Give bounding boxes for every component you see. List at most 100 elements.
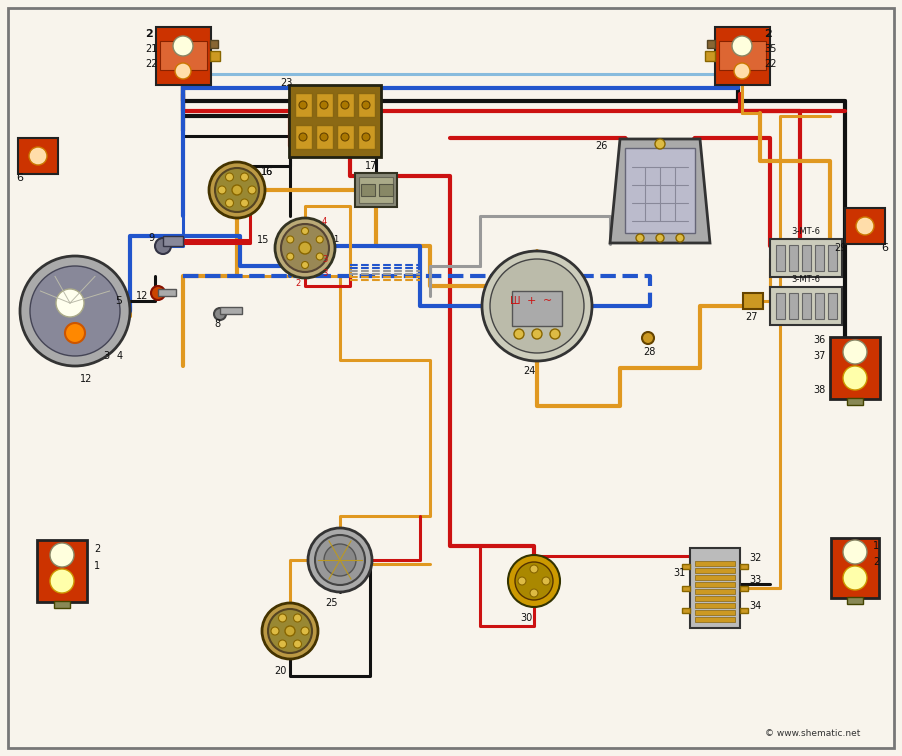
Bar (789, 245, 798, 271)
Bar (289, 85, 381, 157)
Bar (802, 245, 811, 271)
Circle shape (299, 242, 311, 254)
Text: 2: 2 (145, 29, 152, 39)
Bar (776, 293, 785, 319)
Text: 16: 16 (261, 167, 273, 177)
Circle shape (732, 36, 752, 56)
Circle shape (65, 323, 85, 343)
Text: 2: 2 (873, 557, 879, 567)
Text: 37: 37 (813, 351, 825, 361)
Text: 3-МТ-6: 3-МТ-6 (791, 228, 821, 237)
Bar (220, 307, 242, 314)
Circle shape (241, 199, 248, 207)
Circle shape (271, 627, 279, 635)
Circle shape (676, 234, 684, 242)
Bar (358, 93, 375, 117)
Text: 27: 27 (745, 312, 758, 322)
Circle shape (542, 577, 550, 585)
Circle shape (843, 340, 867, 364)
Circle shape (530, 589, 538, 597)
Circle shape (341, 101, 349, 109)
Bar (707, 40, 715, 48)
Text: 15: 15 (257, 235, 270, 245)
Circle shape (226, 199, 234, 207)
Circle shape (843, 566, 867, 590)
Bar (695, 589, 735, 594)
Bar (695, 575, 735, 580)
Text: 32: 32 (749, 553, 761, 563)
Circle shape (490, 259, 584, 353)
Circle shape (50, 569, 74, 593)
Circle shape (50, 543, 74, 567)
Circle shape (151, 286, 165, 300)
Bar (695, 561, 735, 566)
Bar (295, 93, 312, 117)
Text: 3-МТ-6: 3-МТ-6 (791, 275, 821, 284)
Circle shape (29, 147, 47, 165)
Text: 36: 36 (813, 335, 825, 345)
Circle shape (317, 236, 323, 243)
Text: 23: 23 (280, 78, 292, 88)
Circle shape (215, 168, 259, 212)
Circle shape (315, 535, 365, 585)
Circle shape (293, 640, 301, 648)
Circle shape (214, 308, 226, 320)
Text: 22: 22 (764, 59, 777, 69)
Bar (316, 93, 333, 117)
Circle shape (301, 627, 309, 635)
Circle shape (173, 36, 193, 56)
Text: 34: 34 (749, 601, 761, 611)
Text: 25: 25 (325, 598, 337, 608)
Circle shape (281, 224, 329, 272)
Circle shape (514, 329, 524, 339)
Polygon shape (610, 139, 710, 243)
Text: 3: 3 (322, 256, 327, 265)
Bar (512, 291, 562, 326)
Text: 28: 28 (643, 347, 656, 357)
Bar (316, 125, 333, 149)
Text: 38: 38 (813, 385, 825, 395)
Bar (690, 548, 740, 628)
Circle shape (515, 562, 553, 600)
Text: 22: 22 (145, 59, 158, 69)
Circle shape (362, 101, 370, 109)
Text: 35: 35 (764, 44, 777, 54)
Bar (54, 601, 70, 608)
Text: Ш: Ш (510, 296, 520, 306)
Circle shape (734, 63, 750, 79)
Bar (815, 293, 824, 319)
Circle shape (287, 253, 294, 260)
Text: 6: 6 (16, 173, 23, 183)
Bar (160, 41, 207, 70)
Circle shape (241, 173, 248, 181)
Text: 2: 2 (764, 29, 772, 39)
Circle shape (279, 640, 287, 648)
Circle shape (656, 234, 664, 242)
Text: +: + (526, 296, 536, 306)
Circle shape (482, 251, 592, 361)
Bar (355, 173, 397, 207)
Text: 1: 1 (333, 236, 338, 244)
Text: © www.shematic.net: © www.shematic.net (765, 729, 860, 738)
Text: 26: 26 (595, 141, 607, 151)
Text: 8: 8 (214, 319, 220, 329)
Text: 4: 4 (322, 218, 327, 227)
Bar (361, 184, 375, 196)
Text: 33: 33 (749, 575, 761, 585)
Bar (815, 245, 824, 271)
Bar (337, 125, 354, 149)
Circle shape (301, 228, 308, 234)
Text: 6: 6 (881, 243, 888, 253)
Bar (828, 245, 837, 271)
Text: 20: 20 (274, 666, 286, 676)
Text: 12: 12 (135, 291, 148, 301)
Bar (359, 177, 393, 203)
Circle shape (301, 262, 308, 268)
Bar (358, 125, 375, 149)
Text: 2: 2 (94, 544, 100, 554)
Bar (295, 125, 312, 149)
Bar (743, 293, 763, 309)
Circle shape (843, 366, 867, 390)
Circle shape (308, 528, 372, 592)
Circle shape (856, 217, 874, 235)
